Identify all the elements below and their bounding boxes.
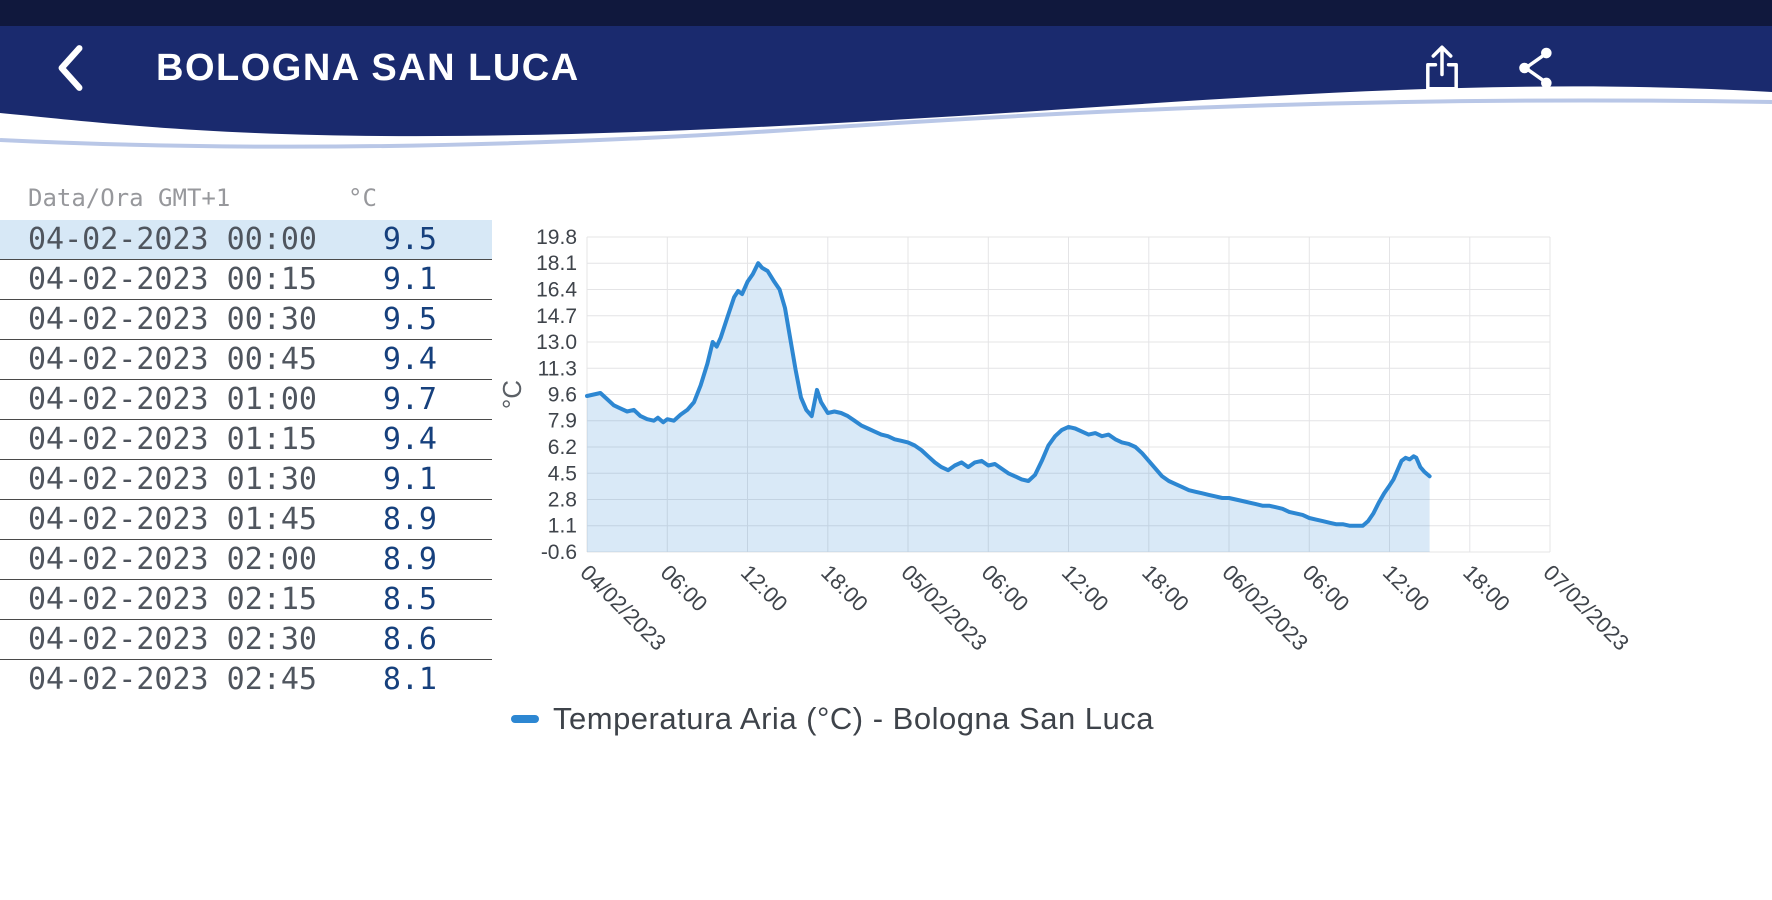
temperature-chart-panel: 19.8 18.1 16.4 14.7 13.0 11.3 9.6 7.9 6.2 4.5 2.8 1… (497, 207, 1634, 737)
row-temperature: 8.6 (382, 622, 437, 657)
share-button[interactable] (1515, 45, 1557, 91)
table-row[interactable]: 04-02-2023 00:15 9.1 (0, 260, 492, 300)
row-temperature: 9.5 (382, 222, 437, 257)
row-temperature: 9.5 (382, 302, 437, 337)
row-datetime: 04-02-2023 00:45 (28, 342, 317, 377)
svg-text:1.1: 1.1 (548, 515, 577, 538)
row-temperature: 9.4 (382, 342, 437, 377)
column-header-unit: °C (348, 184, 377, 212)
row-datetime: 04-02-2023 00:15 (28, 262, 317, 297)
row-temperature: 9.1 (382, 462, 437, 497)
column-header-datetime: Data/Ora GMT+1 (28, 184, 231, 212)
svg-text:18.1: 18.1 (536, 252, 577, 275)
table-row[interactable]: 04-02-2023 00:00 9.5 (0, 220, 492, 260)
svg-text:05/02/2023: 05/02/2023 (896, 560, 992, 656)
svg-text:6.2: 6.2 (548, 436, 577, 459)
table-row[interactable]: 04-02-2023 02:45 8.1 (0, 660, 492, 699)
table-header: Data/Ora GMT+1 °C (0, 176, 492, 220)
svg-text:18:00: 18:00 (1458, 560, 1515, 617)
header: BOLOGNA SAN LUCA (50, 42, 1557, 94)
back-button[interactable] (50, 42, 90, 94)
svg-text:4.5: 4.5 (548, 462, 577, 485)
chart-legend[interactable]: Temperatura Aria (°C) - Bologna San Luca (505, 701, 1595, 737)
temperature-chart[interactable]: 19.8 18.1 16.4 14.7 13.0 11.3 9.6 7.9 6.2 4.5 2.8 1… (497, 207, 1634, 687)
svg-text:9.6: 9.6 (548, 384, 577, 407)
row-temperature: 9.4 (382, 422, 437, 457)
row-datetime: 04-02-2023 01:00 (28, 382, 317, 417)
svg-text:°C: °C (497, 380, 527, 409)
row-datetime: 04-02-2023 02:30 (28, 622, 317, 657)
share-icon (1519, 47, 1552, 89)
svg-text:04/02/2023: 04/02/2023 (575, 560, 671, 656)
svg-text:12:00: 12:00 (736, 560, 793, 617)
row-datetime: 04-02-2023 02:15 (28, 582, 317, 617)
row-temperature: 9.1 (382, 262, 437, 297)
row-temperature: 8.9 (382, 542, 437, 577)
svg-text:14.7: 14.7 (536, 305, 577, 328)
row-datetime: 04-02-2023 01:30 (28, 462, 317, 497)
row-datetime: 04-02-2023 01:15 (28, 422, 317, 457)
svg-text:18:00: 18:00 (816, 560, 873, 617)
svg-text:13.0: 13.0 (536, 331, 577, 354)
svg-text:06/02/2023: 06/02/2023 (1217, 560, 1313, 656)
row-datetime: 04-02-2023 02:00 (28, 542, 317, 577)
table-row[interactable]: 04-02-2023 01:00 9.7 (0, 380, 492, 420)
svg-text:06:00: 06:00 (977, 560, 1034, 617)
chevron-left-icon (58, 45, 83, 91)
row-datetime: 04-02-2023 02:45 (28, 662, 317, 697)
svg-text:06:00: 06:00 (1298, 560, 1355, 617)
legend-label: Temperatura Aria (°C) - Bologna San Luca (553, 701, 1155, 736)
row-temperature: 8.9 (382, 502, 437, 537)
export-button[interactable] (1421, 44, 1463, 92)
header-wave-line (0, 98, 1772, 149)
legend-line-marker (511, 715, 539, 723)
upload-icon (1426, 45, 1458, 91)
table-row[interactable]: 04-02-2023 01:45 8.9 (0, 500, 492, 540)
header-wave-background (0, 0, 1772, 149)
row-temperature: 8.5 (382, 582, 437, 617)
svg-text:06:00: 06:00 (656, 560, 713, 617)
table-row[interactable]: 04-02-2023 02:30 8.6 (0, 620, 492, 660)
svg-text:12:00: 12:00 (1378, 560, 1435, 617)
svg-text:11.3: 11.3 (538, 357, 577, 380)
table-row[interactable]: 04-02-2023 02:00 8.9 (0, 540, 492, 580)
measurements-table: Data/Ora GMT+1 °C 04-02-2023 00:00 9.5 0… (0, 176, 492, 699)
svg-text:-0.6: -0.6 (541, 541, 577, 564)
row-temperature: 8.1 (382, 662, 437, 697)
svg-text:2.8: 2.8 (548, 489, 577, 512)
svg-text:16.4: 16.4 (536, 279, 577, 302)
table-row[interactable]: 04-02-2023 01:30 9.1 (0, 460, 492, 500)
svg-text:19.8: 19.8 (536, 226, 577, 249)
header-navy-shape (0, 0, 1772, 137)
svg-text:18:00: 18:00 (1137, 560, 1194, 617)
svg-text:07/02/2023: 07/02/2023 (1538, 560, 1634, 656)
svg-text:7.9: 7.9 (548, 410, 577, 433)
table-row[interactable]: 04-02-2023 00:45 9.4 (0, 340, 492, 380)
row-datetime: 04-02-2023 01:45 (28, 502, 317, 537)
row-datetime: 04-02-2023 00:00 (28, 222, 317, 257)
table-row[interactable]: 04-02-2023 02:15 8.5 (0, 580, 492, 620)
table-row[interactable]: 04-02-2023 01:15 9.4 (0, 420, 492, 460)
svg-text:12:00: 12:00 (1057, 560, 1114, 617)
row-temperature: 9.7 (382, 382, 437, 417)
row-datetime: 04-02-2023 00:30 (28, 302, 317, 337)
page-title: BOLOGNA SAN LUCA (156, 46, 580, 89)
table-row[interactable]: 04-02-2023 00:30 9.5 (0, 300, 492, 340)
status-bar (0, 0, 1772, 26)
